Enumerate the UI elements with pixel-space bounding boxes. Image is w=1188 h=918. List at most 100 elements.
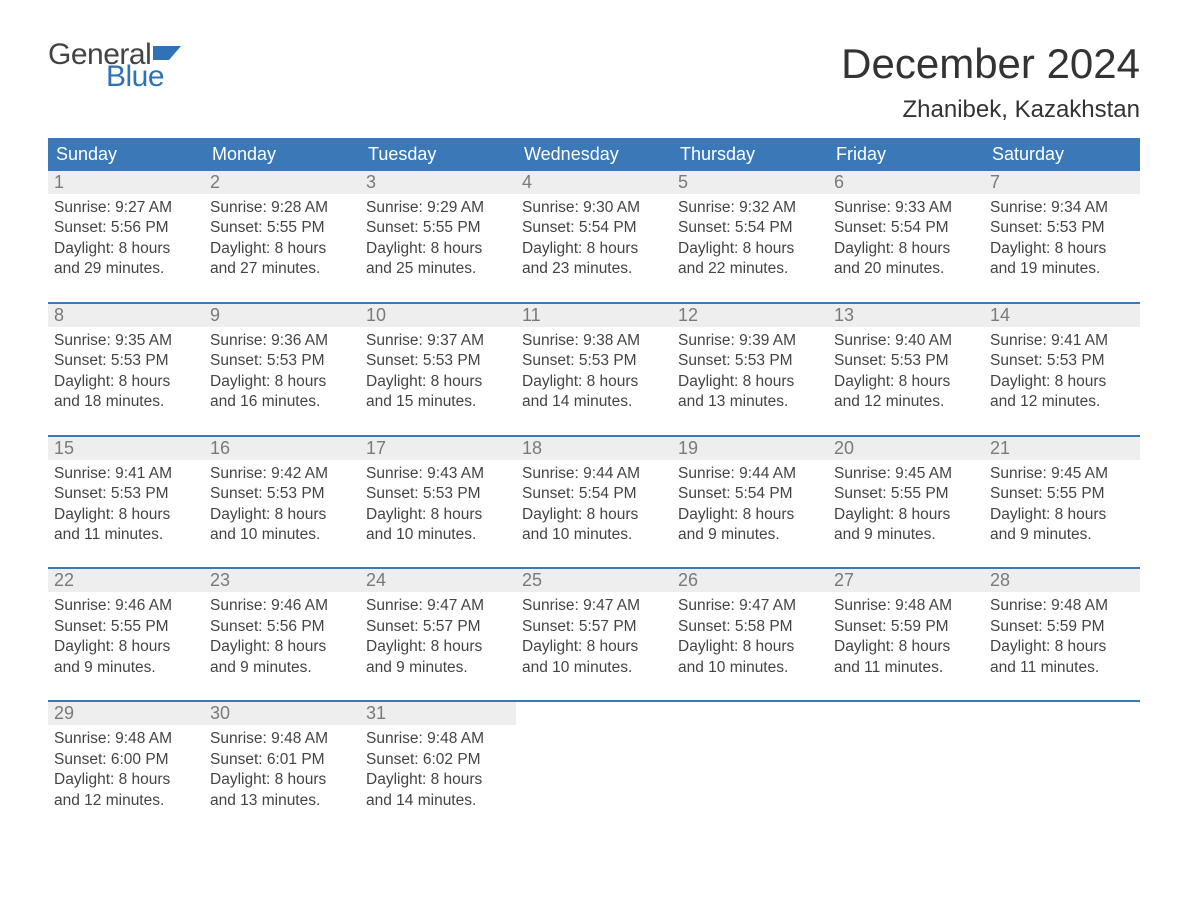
day-cell: 6Sunrise: 9:33 AMSunset: 5:54 PMDaylight… bbox=[828, 171, 984, 284]
day-cell: 19Sunrise: 9:44 AMSunset: 5:54 PMDayligh… bbox=[672, 437, 828, 550]
daylight-line1: Daylight: 8 hours bbox=[678, 239, 822, 259]
daylight-line2: and 10 minutes. bbox=[522, 658, 666, 678]
day-cell: 4Sunrise: 9:30 AMSunset: 5:54 PMDaylight… bbox=[516, 171, 672, 284]
sunset-text: Sunset: 5:54 PM bbox=[834, 218, 978, 238]
sunrise-text: Sunrise: 9:45 AM bbox=[990, 464, 1134, 484]
day-body: Sunrise: 9:36 AMSunset: 5:53 PMDaylight:… bbox=[204, 327, 360, 413]
day-body: Sunrise: 9:46 AMSunset: 5:56 PMDaylight:… bbox=[204, 592, 360, 678]
day-body: Sunrise: 9:44 AMSunset: 5:54 PMDaylight:… bbox=[672, 460, 828, 546]
sunrise-text: Sunrise: 9:27 AM bbox=[54, 198, 198, 218]
day-number: 13 bbox=[828, 304, 984, 327]
dow-monday: Monday bbox=[204, 138, 360, 171]
sunset-text: Sunset: 5:55 PM bbox=[54, 617, 198, 637]
day-cell: 3Sunrise: 9:29 AMSunset: 5:55 PMDaylight… bbox=[360, 171, 516, 284]
daylight-line1: Daylight: 8 hours bbox=[366, 239, 510, 259]
day-body: Sunrise: 9:28 AMSunset: 5:55 PMDaylight:… bbox=[204, 194, 360, 280]
day-body: Sunrise: 9:37 AMSunset: 5:53 PMDaylight:… bbox=[360, 327, 516, 413]
day-cell: 13Sunrise: 9:40 AMSunset: 5:53 PMDayligh… bbox=[828, 304, 984, 417]
day-cell: 1Sunrise: 9:27 AMSunset: 5:56 PMDaylight… bbox=[48, 171, 204, 284]
day-cell: 17Sunrise: 9:43 AMSunset: 5:53 PMDayligh… bbox=[360, 437, 516, 550]
daylight-line2: and 9 minutes. bbox=[54, 658, 198, 678]
sunset-text: Sunset: 5:58 PM bbox=[678, 617, 822, 637]
daylight-line1: Daylight: 8 hours bbox=[990, 239, 1134, 259]
dow-thursday: Thursday bbox=[672, 138, 828, 171]
sunset-text: Sunset: 5:54 PM bbox=[522, 484, 666, 504]
day-cell: 12Sunrise: 9:39 AMSunset: 5:53 PMDayligh… bbox=[672, 304, 828, 417]
sunrise-text: Sunrise: 9:47 AM bbox=[522, 596, 666, 616]
sunrise-text: Sunrise: 9:45 AM bbox=[834, 464, 978, 484]
day-number: 3 bbox=[360, 171, 516, 194]
day-number bbox=[516, 702, 672, 703]
sunrise-text: Sunrise: 9:46 AM bbox=[54, 596, 198, 616]
daylight-line1: Daylight: 8 hours bbox=[522, 239, 666, 259]
day-number: 28 bbox=[984, 569, 1140, 592]
day-cell: 27Sunrise: 9:48 AMSunset: 5:59 PMDayligh… bbox=[828, 569, 984, 682]
day-cell: 14Sunrise: 9:41 AMSunset: 5:53 PMDayligh… bbox=[984, 304, 1140, 417]
daylight-line1: Daylight: 8 hours bbox=[54, 637, 198, 657]
day-number: 24 bbox=[360, 569, 516, 592]
sunrise-text: Sunrise: 9:48 AM bbox=[834, 596, 978, 616]
day-number: 1 bbox=[48, 171, 204, 194]
day-body: Sunrise: 9:38 AMSunset: 5:53 PMDaylight:… bbox=[516, 327, 672, 413]
daylight-line1: Daylight: 8 hours bbox=[210, 637, 354, 657]
sunrise-text: Sunrise: 9:47 AM bbox=[678, 596, 822, 616]
daylight-line1: Daylight: 8 hours bbox=[522, 505, 666, 525]
daylight-line2: and 10 minutes. bbox=[678, 658, 822, 678]
sunrise-text: Sunrise: 9:46 AM bbox=[210, 596, 354, 616]
dow-sunday: Sunday bbox=[48, 138, 204, 171]
daylight-line2: and 11 minutes. bbox=[54, 525, 198, 545]
day-number: 22 bbox=[48, 569, 204, 592]
daylight-line1: Daylight: 8 hours bbox=[678, 372, 822, 392]
day-body: Sunrise: 9:35 AMSunset: 5:53 PMDaylight:… bbox=[48, 327, 204, 413]
day-body: Sunrise: 9:41 AMSunset: 5:53 PMDaylight:… bbox=[984, 327, 1140, 413]
day-body: Sunrise: 9:48 AMSunset: 6:02 PMDaylight:… bbox=[360, 725, 516, 811]
daylight-line2: and 19 minutes. bbox=[990, 259, 1134, 279]
day-number: 20 bbox=[828, 437, 984, 460]
day-number bbox=[984, 702, 1140, 703]
daylight-line2: and 10 minutes. bbox=[366, 525, 510, 545]
day-number: 12 bbox=[672, 304, 828, 327]
daylight-line1: Daylight: 8 hours bbox=[366, 770, 510, 790]
location: Zhanibek, Kazakhstan bbox=[841, 96, 1140, 124]
day-number bbox=[828, 702, 984, 703]
day-number: 19 bbox=[672, 437, 828, 460]
daylight-line2: and 11 minutes. bbox=[834, 658, 978, 678]
daylight-line1: Daylight: 8 hours bbox=[366, 505, 510, 525]
sunrise-text: Sunrise: 9:29 AM bbox=[366, 198, 510, 218]
daylight-line2: and 15 minutes. bbox=[366, 392, 510, 412]
daylight-line1: Daylight: 8 hours bbox=[366, 372, 510, 392]
day-number: 18 bbox=[516, 437, 672, 460]
sunrise-text: Sunrise: 9:48 AM bbox=[54, 729, 198, 749]
daylight-line2: and 13 minutes. bbox=[678, 392, 822, 412]
daylight-line1: Daylight: 8 hours bbox=[366, 637, 510, 657]
daylight-line1: Daylight: 8 hours bbox=[210, 505, 354, 525]
day-number: 4 bbox=[516, 171, 672, 194]
day-cell: 11Sunrise: 9:38 AMSunset: 5:53 PMDayligh… bbox=[516, 304, 672, 417]
day-body: Sunrise: 9:29 AMSunset: 5:55 PMDaylight:… bbox=[360, 194, 516, 280]
day-body: Sunrise: 9:45 AMSunset: 5:55 PMDaylight:… bbox=[828, 460, 984, 546]
sunset-text: Sunset: 5:53 PM bbox=[366, 351, 510, 371]
week-row: 22Sunrise: 9:46 AMSunset: 5:55 PMDayligh… bbox=[48, 567, 1140, 682]
week-row: 1Sunrise: 9:27 AMSunset: 5:56 PMDaylight… bbox=[48, 171, 1140, 284]
day-body: Sunrise: 9:47 AMSunset: 5:57 PMDaylight:… bbox=[516, 592, 672, 678]
day-cell: 20Sunrise: 9:45 AMSunset: 5:55 PMDayligh… bbox=[828, 437, 984, 550]
week-row: 15Sunrise: 9:41 AMSunset: 5:53 PMDayligh… bbox=[48, 435, 1140, 550]
sunrise-text: Sunrise: 9:44 AM bbox=[522, 464, 666, 484]
sunrise-text: Sunrise: 9:48 AM bbox=[210, 729, 354, 749]
sunrise-text: Sunrise: 9:35 AM bbox=[54, 331, 198, 351]
sunset-text: Sunset: 5:53 PM bbox=[834, 351, 978, 371]
sunset-text: Sunset: 5:54 PM bbox=[678, 218, 822, 238]
day-number: 15 bbox=[48, 437, 204, 460]
daylight-line1: Daylight: 8 hours bbox=[54, 372, 198, 392]
daylight-line1: Daylight: 8 hours bbox=[990, 372, 1134, 392]
day-cell: 29Sunrise: 9:48 AMSunset: 6:00 PMDayligh… bbox=[48, 702, 204, 815]
daylight-line1: Daylight: 8 hours bbox=[210, 239, 354, 259]
daylight-line2: and 22 minutes. bbox=[678, 259, 822, 279]
day-body: Sunrise: 9:47 AMSunset: 5:57 PMDaylight:… bbox=[360, 592, 516, 678]
day-number bbox=[672, 702, 828, 703]
daylight-line2: and 20 minutes. bbox=[834, 259, 978, 279]
day-cell: 9Sunrise: 9:36 AMSunset: 5:53 PMDaylight… bbox=[204, 304, 360, 417]
sunset-text: Sunset: 5:53 PM bbox=[990, 351, 1134, 371]
day-number: 11 bbox=[516, 304, 672, 327]
day-cell: 25Sunrise: 9:47 AMSunset: 5:57 PMDayligh… bbox=[516, 569, 672, 682]
